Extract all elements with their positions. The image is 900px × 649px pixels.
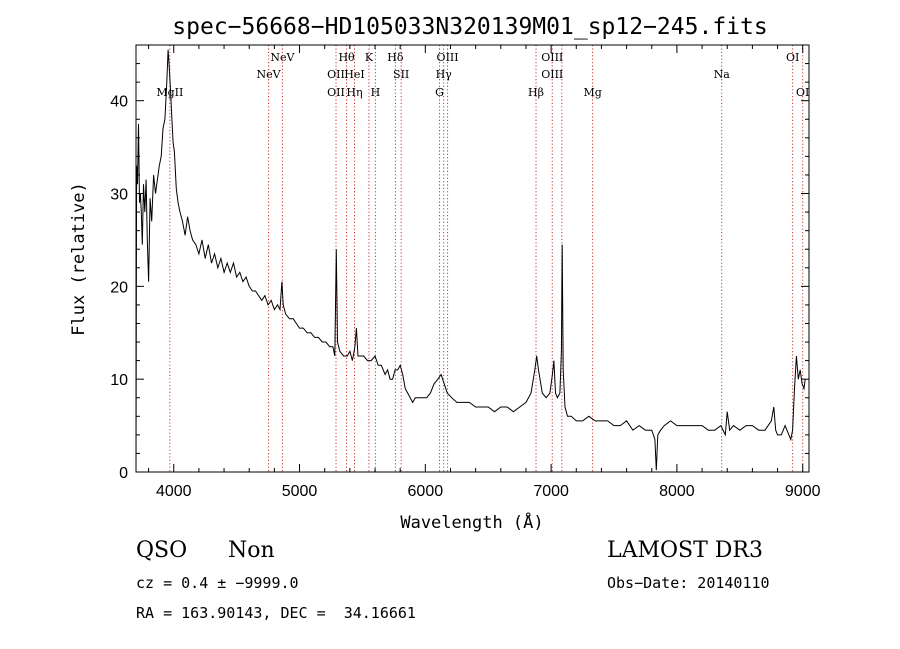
spectral-line-label-10: Hδ: [387, 51, 404, 64]
x-axis-ticks: 4000 5000 6000 7000 8000 9000: [148, 45, 821, 500]
spectral-line-label-17: OIII: [541, 68, 563, 81]
x-tick-label: 5000: [282, 483, 318, 500]
survey-name: LAMOST DR3: [607, 538, 763, 563]
spectral-line-label-4: OII: [327, 86, 345, 99]
coordinates-readout: RA = 163.90143, DEC = 34.16661: [136, 604, 416, 622]
x-axis-label: Wavelength (Å): [400, 511, 543, 533]
chart-title: spec−56668−HD105033N320139M01_sp12−245.f…: [172, 14, 767, 40]
spectral-line-label-20: OI: [786, 51, 799, 64]
spectral-line-label-8: K: [365, 51, 374, 64]
x-tick-label: 7000: [533, 483, 569, 500]
observation-date: Obs−Date: 20140110: [607, 574, 770, 592]
y-axis-ticks: 0 10 20 30 40: [110, 63, 809, 482]
object-class: QSO: [136, 538, 188, 563]
x-tick-label: 9000: [785, 483, 821, 500]
spectral-line-label-13: Hγ: [436, 68, 453, 81]
spectral-line-label-0: MgII: [156, 86, 183, 99]
spectral-line-label-5: Hθ: [338, 51, 355, 64]
spectral-line-label-16: OIII: [541, 51, 563, 64]
spectral-line-label-7: Hη: [346, 86, 362, 99]
y-tick-label: 10: [110, 372, 128, 389]
spectrum-series-line: [135, 49, 806, 471]
y-axis-label: Flux (relative): [69, 182, 89, 336]
spectral-line-labels: MgII NeV NeV OII OII Hθ HeI Hη K H Hδ SII OIII Hγ G Hβ O…: [156, 51, 809, 99]
spectral-line-label-15: Hβ: [528, 86, 544, 99]
spectral-line-label-12: OIII: [437, 51, 459, 64]
spectral-line-label-21: OI: [796, 86, 809, 99]
x-tick-label: 4000: [156, 483, 192, 500]
y-tick-label: 40: [110, 94, 128, 111]
spectral-line-label-6: HeI: [344, 68, 364, 81]
spectral-line-label-3: OII: [327, 68, 345, 81]
spectral-line-label-14: G: [435, 86, 444, 99]
object-subclass: Non: [228, 538, 275, 563]
spectral-line-label-2: NeV: [270, 51, 295, 64]
y-tick-label: 20: [110, 279, 128, 296]
y-tick-label: 0: [119, 465, 128, 482]
redshift-readout: cz = 0.4 ± −9999.0: [136, 574, 299, 592]
y-tick-label: 30: [110, 187, 128, 204]
spectral-line-label-1: NeV: [257, 68, 282, 81]
spectral-line-label-19: Na: [714, 68, 731, 81]
plot-frame: [135, 44, 810, 473]
x-tick-label: 8000: [659, 483, 695, 500]
spectral-line-label-18: Mg: [583, 86, 601, 99]
spectral-line-label-11: SII: [393, 68, 409, 81]
spectral-line-label-9: H: [371, 86, 381, 99]
x-tick-label: 6000: [408, 483, 444, 500]
spectral-line-markers: [169, 45, 804, 472]
